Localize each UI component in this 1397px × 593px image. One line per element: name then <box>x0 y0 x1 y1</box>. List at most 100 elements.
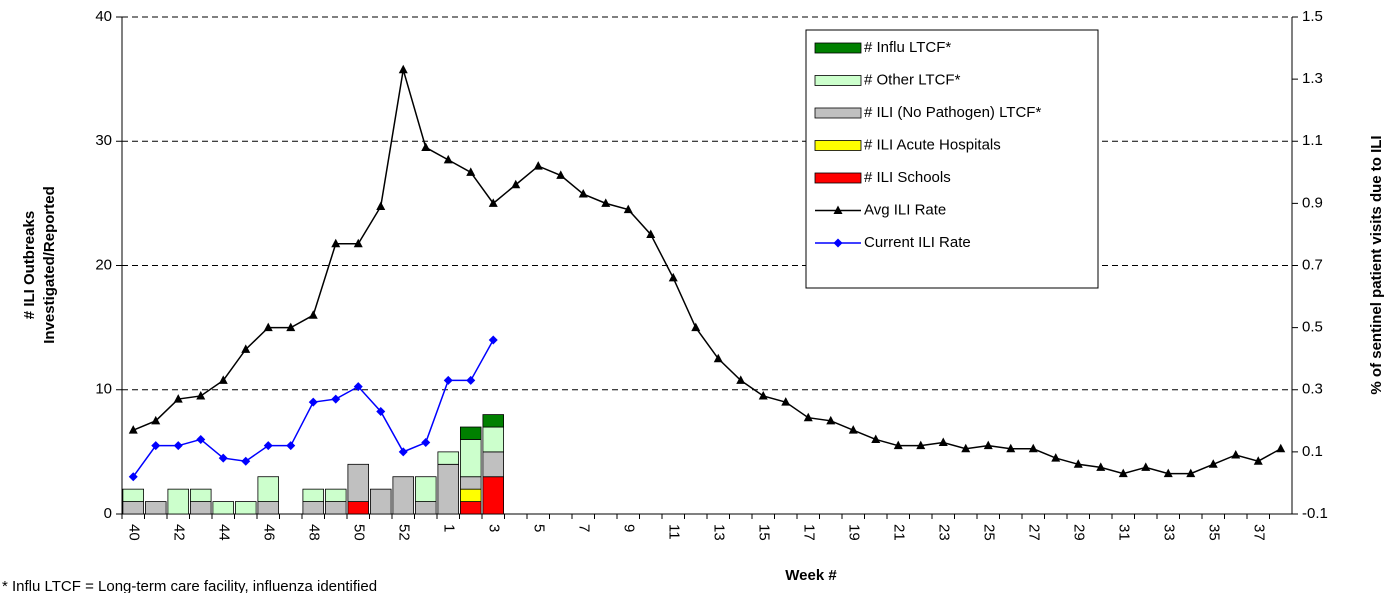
line-marker <box>308 397 318 407</box>
y-axis-title: # ILI Outbreaks Investigated/Reported <box>21 186 58 344</box>
line-marker <box>128 472 138 482</box>
bar-segment <box>167 488 189 515</box>
bar-segment <box>459 488 482 502</box>
footnote: * Influ LTCF = Long-term care facility, … <box>2 578 377 593</box>
bar-segment <box>459 439 482 478</box>
bar-segment <box>257 501 279 515</box>
line-marker <box>758 390 768 400</box>
line <box>132 69 1282 475</box>
x-tick-label: 31 <box>1115 524 1132 541</box>
line-marker <box>353 238 363 248</box>
y2-tick-label: 0.3 <box>1302 381 1323 398</box>
legend-marker <box>833 205 843 214</box>
line-marker <box>443 375 453 385</box>
y2-tick-label: 0.5 <box>1302 319 1323 336</box>
line-marker <box>713 353 723 363</box>
line-marker <box>601 198 611 207</box>
line-marker <box>916 440 926 450</box>
line-marker <box>848 425 858 434</box>
line-marker <box>331 394 341 404</box>
line-marker <box>196 390 206 400</box>
line-marker <box>578 189 588 198</box>
line-marker <box>218 453 228 463</box>
x-tick-label: 33 <box>1160 524 1177 541</box>
bar-segment <box>122 488 145 502</box>
legend-swatch <box>814 107 862 119</box>
line-marker <box>1163 468 1173 478</box>
y2-tick-label: 0.7 <box>1302 256 1323 273</box>
line-marker <box>556 170 566 179</box>
line-marker <box>893 440 903 450</box>
line-marker <box>1276 443 1286 453</box>
bar-segment <box>347 463 369 502</box>
legend-swatch <box>814 75 862 86</box>
line-marker <box>173 394 183 403</box>
legend: # Influ LTCF* # Other LTCF* # ILI (No Path… <box>805 29 1099 289</box>
line-marker <box>1006 443 1016 453</box>
line-marker <box>286 322 296 332</box>
line-marker <box>668 272 678 282</box>
bar-segment <box>189 488 212 502</box>
legend-swatch <box>814 42 862 54</box>
bar-segment <box>122 501 145 515</box>
line-marker <box>263 441 273 451</box>
line-marker <box>1028 443 1038 453</box>
x-tick-label: 25 <box>980 524 997 541</box>
x-tick-label: 29 <box>1070 524 1087 541</box>
bar-segment <box>482 426 504 453</box>
line-marker <box>1231 449 1241 459</box>
line-marker <box>443 154 453 164</box>
line-marker <box>421 438 431 448</box>
line-marker <box>533 161 543 170</box>
x-tick-label: 3 <box>485 524 502 532</box>
bar-segment <box>257 476 279 502</box>
bar-segment <box>414 476 437 502</box>
bar-segment <box>302 501 324 515</box>
y2-tick-label: 0.1 <box>1302 443 1323 460</box>
line-marker <box>1141 462 1151 471</box>
bar-segment <box>324 488 347 502</box>
line-marker <box>623 204 633 214</box>
x-tick-label: 40 <box>125 524 142 541</box>
x-tick-label: 15 <box>755 524 772 541</box>
bar-segment <box>437 463 459 515</box>
bar-segment <box>212 501 234 515</box>
line-marker <box>376 201 386 210</box>
x-tick-label: 9 <box>620 524 637 532</box>
line-marker <box>398 64 408 74</box>
bar-segment <box>369 488 392 515</box>
line-marker <box>511 179 521 189</box>
line-marker <box>1118 468 1128 478</box>
x-tick-label: 50 <box>350 524 367 541</box>
line-marker <box>151 441 161 451</box>
line-marker <box>826 415 836 425</box>
bar-segment <box>347 501 369 515</box>
legend-swatch <box>814 172 862 184</box>
x-tick-label: 23 <box>935 524 952 541</box>
line-marker <box>241 344 251 353</box>
line-marker <box>961 443 971 453</box>
legend-marker <box>833 238 843 248</box>
line-marker <box>1096 462 1106 471</box>
y2-axis-title: % of sentinel patient visits due to ILI <box>1368 135 1385 394</box>
line-marker <box>646 229 656 238</box>
line-marker <box>398 447 408 457</box>
line-marker <box>1073 459 1083 468</box>
bar-segment <box>459 501 482 515</box>
line-marker <box>736 375 746 384</box>
line-marker <box>331 238 341 248</box>
legend-swatch <box>814 140 862 151</box>
y-tick-label: 10 <box>95 381 112 398</box>
line-marker <box>1253 456 1263 465</box>
line-marker <box>983 440 993 450</box>
y-tick-label: 40 <box>95 8 112 25</box>
y2-tick-label: -0.1 <box>1302 505 1328 522</box>
x-tick-label: 17 <box>800 524 817 541</box>
bar-segment <box>392 476 414 515</box>
bar-segment <box>437 451 459 465</box>
legend-label: # ILI Schools <box>864 169 951 186</box>
x-tick-label: 42 <box>170 524 187 541</box>
line-marker <box>1208 459 1218 468</box>
line-marker <box>938 437 948 447</box>
